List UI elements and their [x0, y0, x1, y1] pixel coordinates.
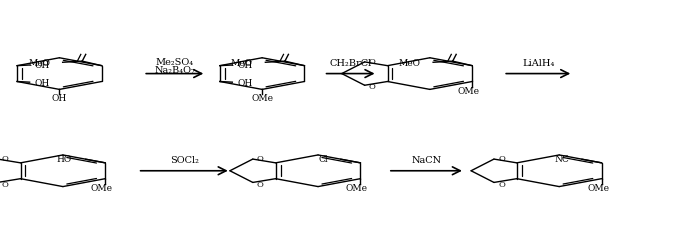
Text: Na₂B₄O₇: Na₂B₄O₇: [154, 66, 195, 75]
Text: O: O: [2, 154, 8, 162]
Text: MeO: MeO: [398, 58, 421, 68]
Text: SOCl₂: SOCl₂: [170, 155, 199, 164]
Text: NaCN: NaCN: [411, 155, 442, 164]
Text: O: O: [369, 58, 375, 65]
Text: O: O: [257, 154, 264, 162]
Text: O: O: [498, 180, 505, 188]
Text: OH: OH: [237, 79, 252, 88]
Text: LiAlH₄: LiAlH₄: [522, 58, 554, 68]
Text: O: O: [498, 154, 505, 162]
Text: O: O: [369, 83, 375, 91]
Text: CH₂BrCl: CH₂BrCl: [329, 58, 372, 68]
Text: Cl: Cl: [319, 154, 329, 163]
Text: OMe: OMe: [251, 93, 273, 102]
Text: OMe: OMe: [91, 183, 113, 192]
Text: OH: OH: [34, 61, 50, 70]
Text: O: O: [257, 180, 264, 188]
Text: OMe: OMe: [458, 86, 480, 95]
Text: NC: NC: [555, 154, 570, 163]
Text: MeO: MeO: [231, 58, 253, 68]
Text: OH: OH: [34, 79, 50, 88]
Text: Me₂SO₄: Me₂SO₄: [156, 57, 194, 66]
Text: HO: HO: [57, 154, 72, 163]
Text: MeO: MeO: [28, 58, 50, 68]
Text: O: O: [2, 180, 8, 188]
Text: OH: OH: [52, 93, 67, 102]
Text: OMe: OMe: [346, 183, 368, 192]
Text: OMe: OMe: [587, 183, 609, 192]
Text: OH: OH: [237, 61, 252, 70]
